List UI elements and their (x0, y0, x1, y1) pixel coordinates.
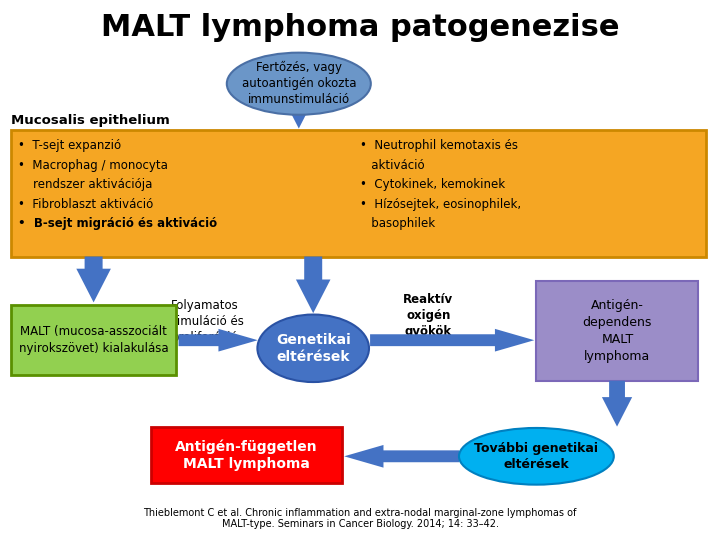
Text: MALT (mucosa-asszociált
nyirokszövet) kialakulása: MALT (mucosa-asszociált nyirokszövet) ki… (19, 325, 168, 355)
Text: Fertőzés, vagy
autoantigén okozta
immunstimuláció: Fertőzés, vagy autoantigén okozta immuns… (241, 61, 356, 106)
Text: Folyamatos
stimuláció és
proliferáció: Folyamatos stimuláció és proliferáció (166, 299, 244, 344)
FancyBboxPatch shape (536, 281, 698, 381)
Text: aktiváció: aktiváció (360, 159, 425, 172)
Polygon shape (344, 445, 459, 468)
Text: •  Hízósejtek, eosinophilek,: • Hízósejtek, eosinophilek, (360, 198, 521, 211)
Text: MALT lymphoma patogenezise: MALT lymphoma patogenezise (101, 14, 619, 43)
Text: •  T-sejt expanzió: • T-sejt expanzió (18, 139, 121, 152)
Text: Antigén-független
MALT lymphoma: Antigén-független MALT lymphoma (175, 439, 318, 471)
Ellipse shape (227, 52, 371, 115)
Ellipse shape (459, 428, 613, 485)
Text: Genetikai
eltérések: Genetikai eltérések (276, 333, 351, 364)
Polygon shape (370, 329, 534, 352)
Text: Mucosalis epithelium: Mucosalis epithelium (11, 114, 169, 127)
Text: •  B-sejt migráció és aktiváció: • B-sejt migráció és aktiváció (18, 217, 217, 230)
Polygon shape (602, 381, 632, 427)
Text: •  Cytokinek, kemokinek: • Cytokinek, kemokinek (360, 178, 505, 191)
Polygon shape (179, 329, 258, 352)
Polygon shape (282, 97, 315, 129)
Text: •  Neutrophil kemotaxis és: • Neutrophil kemotaxis és (360, 139, 518, 152)
Text: Thieblemont C et al. Chronic inflammation and extra-nodal marginal-zone lymphoma: Thieblemont C et al. Chronic inflammatio… (143, 508, 577, 529)
Polygon shape (296, 256, 330, 313)
Text: •  Fibroblaszt aktiváció: • Fibroblaszt aktiváció (18, 198, 153, 211)
Text: Reaktív
oxigén
gyökök: Reaktív oxigén gyökök (403, 293, 454, 339)
Text: basophilek: basophilek (360, 217, 435, 230)
FancyBboxPatch shape (11, 130, 706, 256)
FancyBboxPatch shape (151, 427, 342, 483)
Text: További genetikai
eltérések: További genetikai eltérések (474, 442, 598, 471)
Ellipse shape (258, 314, 369, 382)
FancyBboxPatch shape (11, 305, 176, 375)
Text: Antigén-
dependens
MALT
lymphoma: Antigén- dependens MALT lymphoma (582, 299, 652, 363)
Text: rendszer aktivációja: rendszer aktivációja (18, 178, 153, 191)
Text: •  Macrophag / monocyta: • Macrophag / monocyta (18, 159, 168, 172)
Polygon shape (76, 256, 111, 302)
